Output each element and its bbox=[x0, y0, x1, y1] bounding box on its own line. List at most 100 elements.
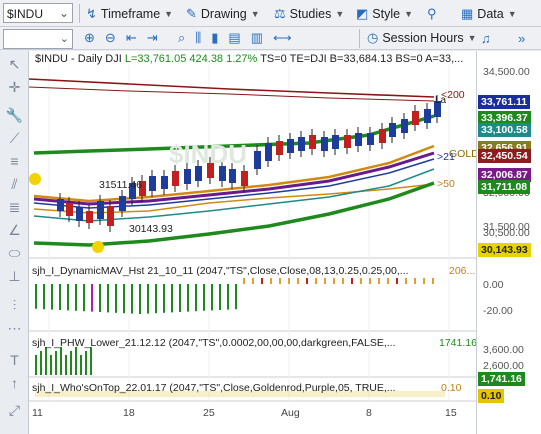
symbol-input[interactable]: $INDU ⌄ bbox=[3, 3, 73, 23]
bars-icon[interactable]: ⫼ bbox=[195, 30, 202, 45]
data-icon: ▦ bbox=[461, 6, 474, 21]
price-label: 31,711.08 bbox=[478, 180, 531, 194]
histogram-tick bbox=[360, 278, 362, 284]
study-2-label[interactable]: sjh_I_PHW_Lower_21.12.12 (2047,"TS",0.00… bbox=[32, 337, 396, 349]
measure-icon[interactable]: ⊥ bbox=[8, 268, 21, 284]
search-icon: ⚲ bbox=[427, 6, 437, 21]
secondary-toolbar: ⌄ ⊕ ⊖ ⇤ ⇥ ⌕ ⫼ ▮ ▤ ▥ ⟷ ◷ Session Hours ▼ … bbox=[0, 27, 541, 50]
candle-body bbox=[389, 123, 396, 137]
arrow-icon[interactable]: ↑ bbox=[11, 375, 18, 391]
candle-body bbox=[139, 181, 146, 196]
study3-band bbox=[35, 391, 445, 397]
music-icon-button[interactable]: ♫ bbox=[481, 29, 495, 47]
session-hours-menu[interactable]: ◷ Session Hours ▼ bbox=[367, 29, 477, 47]
data-label: Data bbox=[477, 7, 504, 21]
layout-icon[interactable]: ▤ bbox=[228, 30, 241, 45]
study2-bar bbox=[40, 351, 42, 375]
ruler-icon[interactable]: ⟷ bbox=[273, 30, 292, 45]
style-menu[interactable]: ◩ Style ▼ bbox=[356, 5, 413, 23]
study-2-tick: 2,600.00 bbox=[483, 360, 524, 372]
study-3-label[interactable]: sjh_I_Who'sOnTop_22.01.17 (2047,"TS",Clo… bbox=[32, 382, 396, 394]
drawing-menu[interactable]: ✎ Drawing ▼ bbox=[186, 5, 260, 23]
time-label: 15 bbox=[445, 407, 457, 419]
histogram-bar bbox=[99, 284, 101, 312]
toolbar-divider bbox=[79, 4, 80, 23]
study-2-value-label: 1,741.16 bbox=[478, 372, 525, 386]
zoom-in-icon[interactable]: ⊕ bbox=[84, 30, 95, 45]
histogram-tick bbox=[423, 278, 425, 284]
candle-body bbox=[76, 207, 83, 221]
candle-body bbox=[149, 176, 156, 191]
zoom-out-icon[interactable]: ⊖ bbox=[104, 30, 116, 45]
candle-body bbox=[309, 135, 316, 149]
pattern-icon[interactable]: ⋯ bbox=[7, 320, 22, 336]
main-toolbar: $INDU ⌄ ↯ Timeframe ▼ ✎ Drawing ▼ ⚖ Stud… bbox=[0, 0, 541, 27]
channel-icon[interactable]: ⫽ bbox=[11, 176, 18, 192]
candle-body bbox=[367, 133, 374, 145]
price-axis[interactable]: 34,500.00 32,000.00 31,500.00 30,500.00 … bbox=[476, 51, 541, 434]
bar-chart-icon[interactable]: ▮ bbox=[211, 30, 219, 45]
trendline-icon[interactable]: ⟋ bbox=[9, 130, 20, 146]
time-label: Aug bbox=[281, 407, 300, 419]
swing-low-note: 30143.93 bbox=[129, 223, 173, 235]
more-button[interactable]: » bbox=[518, 29, 529, 47]
price-tick: 34,500.00 bbox=[483, 66, 530, 78]
time-label: 8 bbox=[366, 407, 372, 419]
study2-bar bbox=[70, 351, 72, 375]
horizontal-line-icon[interactable]: ≡ bbox=[10, 153, 19, 169]
histogram-bar bbox=[35, 284, 37, 309]
candle-body bbox=[265, 143, 272, 161]
price-label: 32,450.54 bbox=[478, 149, 531, 163]
histogram-bar bbox=[139, 284, 141, 314]
crosshair-icon[interactable]: ✛ bbox=[8, 79, 21, 95]
time-label: 18 bbox=[123, 407, 135, 419]
price-chart[interactable]: $INDU - Daily DJI L=33,761.05 424.38 1.2… bbox=[29, 51, 541, 434]
toolbar-divider bbox=[359, 29, 360, 48]
studies-label: Studies bbox=[289, 7, 332, 21]
clock-icon: ◷ bbox=[367, 30, 379, 45]
chart-canvas[interactable] bbox=[29, 51, 476, 434]
studies-menu[interactable]: ⚖ Studies ▼ bbox=[274, 5, 344, 23]
study-3-value-label: 0.10 bbox=[478, 389, 505, 403]
candle-body bbox=[401, 119, 408, 133]
gold-label: GOLD bbox=[449, 148, 479, 160]
drawing-label: Drawing bbox=[200, 7, 247, 21]
price-label: 32,006.87 bbox=[478, 168, 531, 182]
study-1-label[interactable]: sjh_I_DynamicMAV_Hst 21_10_11 (2047,"TS"… bbox=[32, 265, 409, 277]
search-button[interactable]: ⚲ bbox=[427, 5, 441, 23]
scroll-right-icon[interactable]: ⇥ bbox=[146, 30, 158, 45]
angle-icon[interactable]: ∠ bbox=[8, 222, 21, 238]
shape-icon[interactable]: ⬭ bbox=[8, 245, 21, 261]
timeframe-menu[interactable]: ↯ Timeframe ▼ bbox=[86, 5, 173, 23]
time-label: 11 bbox=[32, 407, 43, 419]
split-icon[interactable]: ⫶ bbox=[12, 297, 17, 313]
grid-icon[interactable]: ▥ bbox=[250, 30, 264, 45]
interval-dropdown[interactable]: ⌄ bbox=[3, 29, 73, 49]
histogram-bar bbox=[235, 284, 237, 310]
expand-icon[interactable]: ⤢ bbox=[8, 402, 21, 418]
histogram-tick bbox=[306, 278, 308, 284]
fib-icon[interactable]: ≣ bbox=[8, 199, 21, 215]
zoom-controls: ⊕ ⊖ ⇤ ⇥ bbox=[84, 29, 162, 47]
chevron-down-icon: ▼ bbox=[507, 9, 517, 19]
wrench-icon[interactable]: 🔧 bbox=[5, 107, 24, 123]
histogram-tick bbox=[369, 278, 371, 284]
chevron-down-icon: ▼ bbox=[335, 9, 345, 19]
study2-bar bbox=[85, 351, 87, 375]
pointer-icon[interactable]: ↖ bbox=[8, 56, 21, 72]
header-exchange: DJI bbox=[105, 53, 122, 65]
study2-bar bbox=[50, 355, 52, 375]
chevron-down-icon: ⌄ bbox=[59, 33, 69, 45]
chart-header: $INDU - Daily DJI L=33,761.05 424.38 1.2… bbox=[35, 53, 463, 65]
chevron-down-icon: ⌄ bbox=[58, 6, 69, 20]
candle-body bbox=[129, 183, 136, 199]
magnifier-icon[interactable]: ⌕ bbox=[178, 30, 186, 45]
text-icon[interactable]: T bbox=[10, 352, 19, 368]
histogram-bar bbox=[155, 284, 157, 314]
data-menu[interactable]: ▦ Data ▼ bbox=[461, 5, 517, 23]
scroll-left-icon[interactable]: ⇤ bbox=[125, 30, 137, 45]
study-1-value: 206... bbox=[449, 265, 476, 277]
candle-body bbox=[434, 101, 441, 117]
study-1-tick: 0.00 bbox=[483, 279, 504, 291]
histogram-bar bbox=[75, 284, 77, 311]
